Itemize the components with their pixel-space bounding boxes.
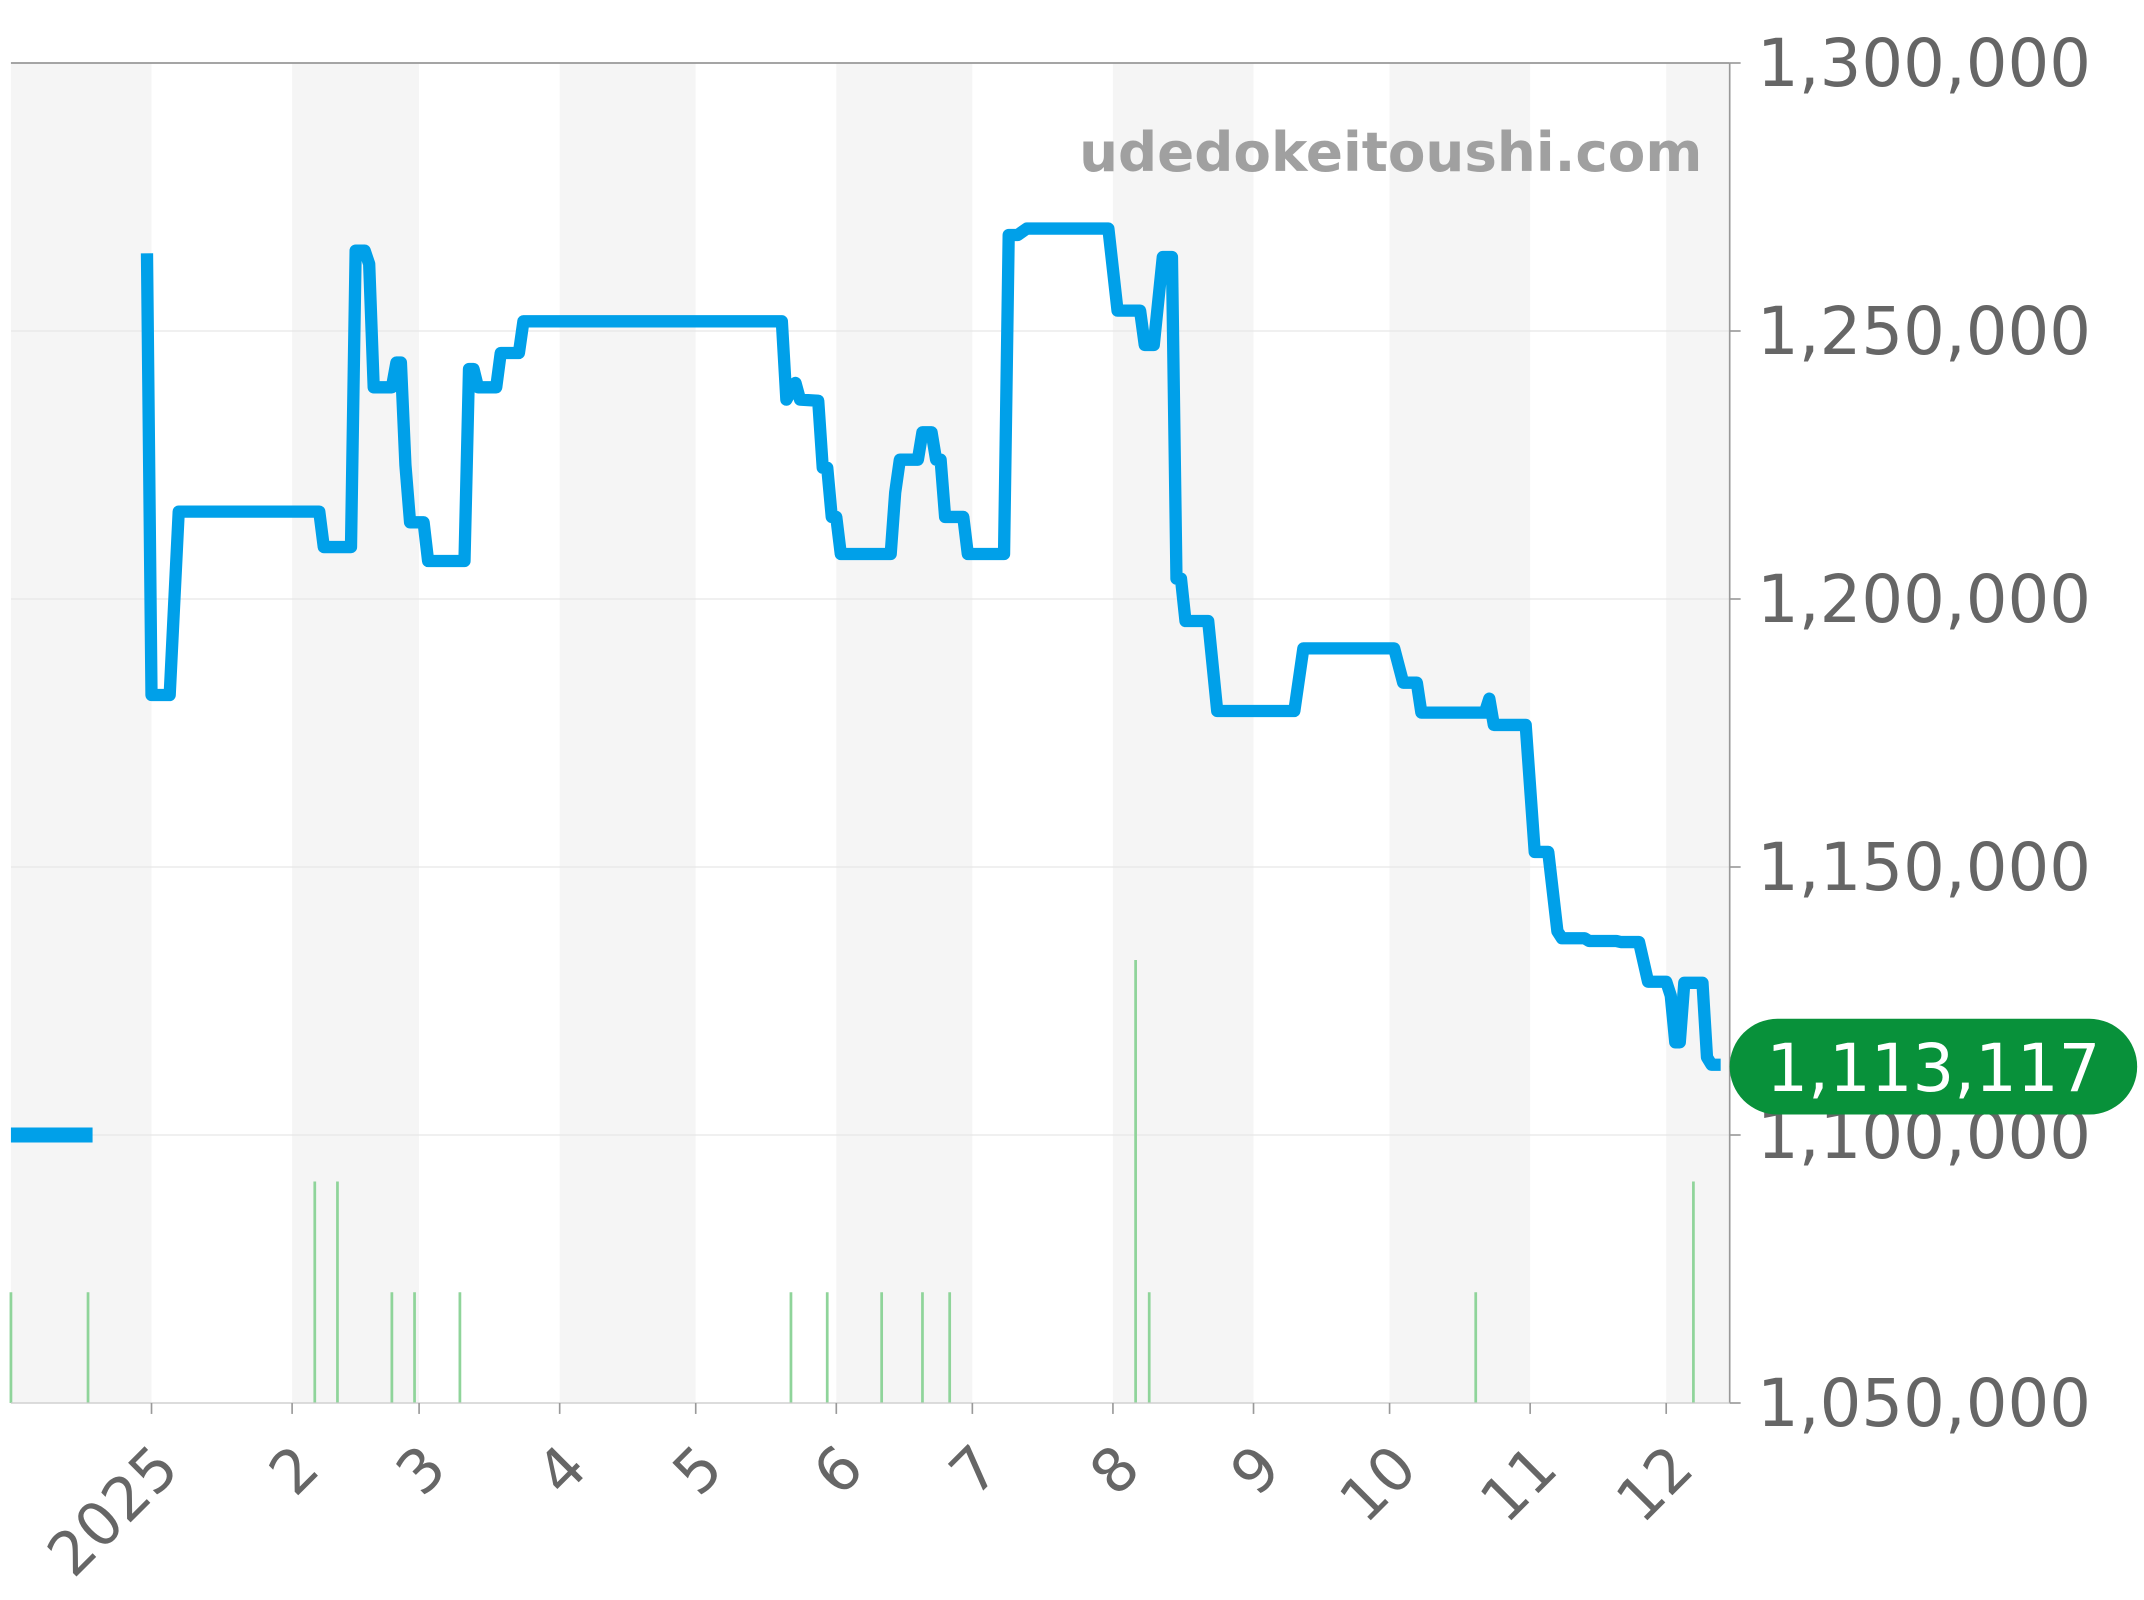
month-band	[559, 63, 696, 1403]
x-tick-label: 3	[383, 1432, 460, 1509]
month-band	[1112, 63, 1254, 1403]
y-tick-label: 1,050,000	[1757, 1366, 2091, 1442]
month-band	[151, 63, 293, 1403]
month-band	[10, 63, 152, 1403]
x-tick-label: 2025	[34, 1432, 192, 1590]
x-tick-label: 7	[936, 1432, 1013, 1509]
month-band	[419, 63, 560, 1403]
x-tick-label: 8	[1077, 1432, 1154, 1509]
x-tick-label: 4	[524, 1432, 601, 1509]
y-axis-ticks: 1,050,0001,100,0001,150,0001,200,0001,25…	[1729, 26, 2091, 1442]
month-band	[695, 63, 837, 1403]
y-tick-label: 1,250,000	[1757, 294, 2091, 370]
x-tick-label: 9	[1218, 1432, 1295, 1509]
x-tick-label: 11	[1467, 1432, 1571, 1536]
y-tick-label: 1,300,000	[1757, 26, 2091, 102]
month-band	[1530, 63, 1667, 1403]
month-band	[1666, 63, 1730, 1403]
x-axis-ticks: 2025 2 3 4 5 6 7 8 9 10 11 12	[34, 1403, 1707, 1590]
price-line-main	[140, 222, 1721, 1071]
month-band	[1389, 63, 1531, 1403]
current-value-label: 1,113,117	[1766, 1031, 2100, 1107]
price-lines	[10, 222, 1721, 1143]
month-band	[836, 63, 973, 1403]
y-tick-label: 1,200,000	[1757, 562, 2091, 638]
month-shading-bands	[10, 63, 1730, 1403]
x-tick-label: 10	[1327, 1432, 1431, 1536]
y-tick-label: 1,150,000	[1757, 830, 2091, 906]
x-tick-label: 12	[1603, 1432, 1707, 1536]
volume-bars	[9, 959, 1695, 1403]
x-tick-label: 6	[800, 1432, 877, 1509]
x-tick-label: 5	[660, 1432, 737, 1509]
watermark: udedokeitoushi.com	[1079, 120, 1702, 184]
month-band	[1253, 63, 1390, 1403]
current-value-badge: 1,113,117	[1729, 1018, 2138, 1115]
x-tick-label: 2	[256, 1432, 333, 1509]
month-band	[972, 63, 1113, 1403]
